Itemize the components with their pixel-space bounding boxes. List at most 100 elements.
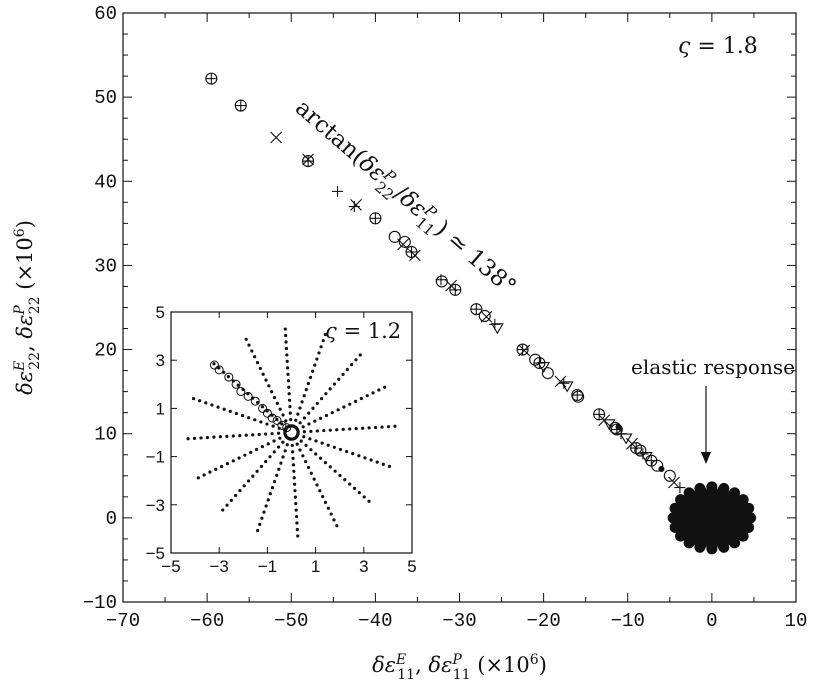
point-x (626, 437, 638, 450)
inset-ray-dot (244, 433, 248, 437)
inset-ray-dot (293, 495, 297, 499)
point-x (409, 249, 421, 262)
inset-ray-dot (231, 434, 235, 438)
inset-ray-dot (272, 439, 276, 443)
inset-ray-dot (260, 405, 265, 409)
inset-ray-dot (333, 469, 337, 473)
data-point (234, 99, 247, 112)
elastic-arrowhead (700, 452, 711, 464)
inset-ray-dot (264, 459, 268, 464)
inset-path-point (224, 372, 234, 382)
y-tick-label: 0 (106, 508, 117, 530)
data-point (560, 381, 574, 393)
inset-ray-dot (300, 400, 304, 404)
data-point (205, 72, 218, 85)
inset-ray-dot (301, 425, 305, 429)
inset-ray-dot (353, 399, 358, 403)
inset-ray-dot (367, 499, 371, 503)
y-axis-label: δεE22, δεP22 (×106) (12, 220, 43, 395)
inset-ray-dot (308, 437, 312, 441)
inset-ray-dot (255, 400, 260, 405)
inset-path-point (243, 391, 253, 401)
inset-ray-dot (301, 454, 305, 458)
inset-ray-dot (267, 384, 271, 388)
y-tick-label: 10 (94, 424, 117, 446)
inset-ray-dot (288, 405, 292, 409)
data-point (409, 249, 421, 262)
inset-ray-dot (309, 471, 313, 475)
inset-ray-dot (320, 441, 324, 445)
inset-ray-dot (323, 500, 328, 504)
inset-ray-dot (295, 521, 299, 525)
inset-ray-dot (254, 447, 259, 452)
point-dot (615, 423, 622, 430)
inset-y-tick-label: 3 (156, 351, 165, 370)
angle-annotation: arctan(δεP22/δεP11) ≃ 138° (287, 93, 522, 304)
data-point (558, 377, 570, 389)
x-axis-label: δεE 11, δεP 11 (×106) (372, 652, 547, 683)
inset-path-point (236, 387, 246, 397)
inset-ray-dot (304, 460, 308, 464)
inset-ray-dot (358, 353, 362, 357)
inset-y-tick-label: 1 (156, 399, 165, 418)
inset-ray-dot (290, 443, 294, 448)
inset-ray-dot (220, 464, 224, 469)
inset-ray-dot (343, 478, 347, 482)
inset-ray-dot (281, 413, 285, 417)
inset-ray-dot (225, 503, 229, 507)
inset-ray-dot (204, 401, 208, 405)
inset-ray-dot (291, 463, 296, 467)
inset-ray-dot (283, 327, 287, 331)
inset-zeta-annotation: ς = 1.2 (325, 319, 401, 343)
inset-path-point (231, 379, 241, 389)
data-point (332, 185, 344, 197)
inset-ray-dot (238, 434, 242, 438)
inset-path-point (262, 408, 272, 418)
inset-ray-dot (191, 397, 196, 401)
data-point (435, 275, 448, 288)
inset-ray-dot (314, 452, 318, 456)
inset-ray-dot (285, 353, 289, 357)
inset-ray-dot (225, 434, 229, 438)
inset-ray-dot (306, 465, 311, 470)
inset-ray-dot (249, 450, 253, 454)
inset-ray-dot (315, 401, 319, 406)
inset-ray-dot (277, 445, 281, 449)
inset-ray-dot (264, 378, 268, 382)
inset-ray-dot (277, 467, 281, 471)
inset-ray-dot (279, 461, 283, 465)
data-point (537, 362, 551, 373)
inset-ray-dot (258, 366, 262, 371)
data-point (658, 466, 665, 473)
x-tick-label: −30 (442, 610, 476, 632)
inset-ray-dot (229, 498, 233, 502)
inset-ray-dot (270, 432, 274, 436)
inset-ray-dot (302, 394, 306, 398)
inset-ray-dot (323, 460, 328, 465)
inset-path-point (277, 420, 287, 430)
inset-ray-dot (253, 355, 257, 359)
data-point (668, 476, 680, 489)
inset-ray-dot (294, 514, 299, 519)
inset-ray-dot (381, 462, 385, 466)
inset-ray-dot (272, 479, 277, 484)
inset-y-tick-label: −5 (146, 544, 165, 563)
inset-ray-dot (324, 392, 328, 396)
point-circle (541, 367, 554, 380)
inset-ray-dot (319, 396, 324, 401)
inset-ray-dot (283, 449, 287, 453)
x-tick-label: −10 (611, 610, 645, 632)
inset-path-point (258, 403, 268, 413)
inset-ray-dot (270, 390, 274, 394)
inset-ray-dot (246, 479, 251, 483)
inset-ray-dot (296, 412, 300, 416)
data-point (639, 452, 653, 464)
data-point (637, 448, 649, 460)
inset-path-point (209, 360, 219, 370)
inset-ray-dot (313, 419, 317, 423)
data-point (348, 201, 360, 213)
inset-ray-dot (332, 445, 336, 449)
inset-ray-dot (324, 413, 329, 418)
inset-ray-dot (281, 440, 285, 444)
inset-ray-dot (278, 407, 282, 411)
